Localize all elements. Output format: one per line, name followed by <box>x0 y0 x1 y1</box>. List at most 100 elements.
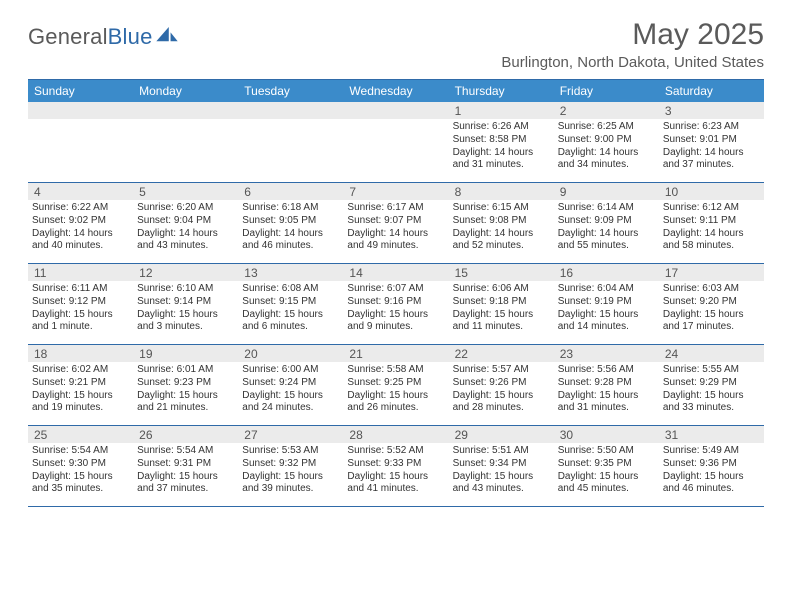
detail-line: Sunrise: 5:56 AM <box>558 364 655 377</box>
detail-line: Sunset: 9:08 PM <box>453 215 550 228</box>
day-number: 18 <box>28 345 133 362</box>
calendar-cell: 2Sunrise: 6:25 AMSunset: 9:00 PMDaylight… <box>554 102 659 182</box>
detail-line: Daylight: 15 hours <box>32 390 129 403</box>
day-details: Sunrise: 6:06 AMSunset: 9:18 PMDaylight:… <box>449 281 554 337</box>
day-of-week-header: Sunday Monday Tuesday Wednesday Thursday… <box>28 80 764 102</box>
day-details: Sunrise: 6:17 AMSunset: 9:07 PMDaylight:… <box>343 200 448 256</box>
day-details <box>343 119 448 124</box>
day-details: Sunrise: 6:01 AMSunset: 9:23 PMDaylight:… <box>133 362 238 418</box>
detail-line: and 40 minutes. <box>32 240 129 253</box>
detail-line: Sunrise: 6:18 AM <box>242 202 339 215</box>
detail-line: Daylight: 15 hours <box>453 390 550 403</box>
day-number <box>133 102 238 119</box>
detail-line: Daylight: 15 hours <box>32 471 129 484</box>
detail-line: Sunrise: 6:04 AM <box>558 283 655 296</box>
detail-line: Sunrise: 6:03 AM <box>663 283 760 296</box>
dow-sunday: Sunday <box>28 80 133 102</box>
detail-line: Daylight: 15 hours <box>137 471 234 484</box>
calendar-cell: 9Sunrise: 6:14 AMSunset: 9:09 PMDaylight… <box>554 183 659 263</box>
calendar-cell: 29Sunrise: 5:51 AMSunset: 9:34 PMDayligh… <box>449 426 554 506</box>
detail-line: Daylight: 14 hours <box>453 228 550 241</box>
day-details: Sunrise: 5:51 AMSunset: 9:34 PMDaylight:… <box>449 443 554 499</box>
detail-line: Sunset: 9:18 PM <box>453 296 550 309</box>
detail-line: Daylight: 15 hours <box>663 471 760 484</box>
dow-friday: Friday <box>554 80 659 102</box>
page-header: GeneralBlue May 2025 Burlington, North D… <box>28 18 764 71</box>
detail-line: Sunset: 9:24 PM <box>242 377 339 390</box>
calendar-cell: 21Sunrise: 5:58 AMSunset: 9:25 PMDayligh… <box>343 345 448 425</box>
detail-line: Sunrise: 6:11 AM <box>32 283 129 296</box>
detail-line: and 43 minutes. <box>453 483 550 496</box>
day-details: Sunrise: 6:07 AMSunset: 9:16 PMDaylight:… <box>343 281 448 337</box>
day-number: 13 <box>238 264 343 281</box>
detail-line: Daylight: 14 hours <box>558 147 655 160</box>
detail-line: Sunset: 9:21 PM <box>32 377 129 390</box>
calendar-cell: 3Sunrise: 6:23 AMSunset: 9:01 PMDaylight… <box>659 102 764 182</box>
detail-line: Daylight: 15 hours <box>663 309 760 322</box>
detail-line: Sunset: 9:04 PM <box>137 215 234 228</box>
detail-line: and 37 minutes. <box>663 159 760 172</box>
detail-line: and 26 minutes. <box>347 402 444 415</box>
day-details: Sunrise: 6:26 AMSunset: 8:58 PMDaylight:… <box>449 119 554 175</box>
detail-line: and 46 minutes. <box>663 483 760 496</box>
detail-line: Sunrise: 6:26 AM <box>453 121 550 134</box>
detail-line: Daylight: 15 hours <box>558 390 655 403</box>
detail-line: Daylight: 15 hours <box>242 390 339 403</box>
detail-line: and 49 minutes. <box>347 240 444 253</box>
detail-line: Daylight: 14 hours <box>663 147 760 160</box>
detail-line: and 17 minutes. <box>663 321 760 334</box>
detail-line: Daylight: 14 hours <box>137 228 234 241</box>
calendar-week: 1Sunrise: 6:26 AMSunset: 8:58 PMDaylight… <box>28 102 764 183</box>
day-details: Sunrise: 6:12 AMSunset: 9:11 PMDaylight:… <box>659 200 764 256</box>
detail-line: Sunset: 9:32 PM <box>242 458 339 471</box>
detail-line: Daylight: 14 hours <box>347 228 444 241</box>
day-number: 12 <box>133 264 238 281</box>
detail-line: and 31 minutes. <box>453 159 550 172</box>
dow-tuesday: Tuesday <box>238 80 343 102</box>
detail-line: Sunset: 9:01 PM <box>663 134 760 147</box>
detail-line: and 55 minutes. <box>558 240 655 253</box>
detail-line: Sunrise: 6:02 AM <box>32 364 129 377</box>
calendar-week: 4Sunrise: 6:22 AMSunset: 9:02 PMDaylight… <box>28 183 764 264</box>
day-details: Sunrise: 6:18 AMSunset: 9:05 PMDaylight:… <box>238 200 343 256</box>
day-number: 15 <box>449 264 554 281</box>
detail-line: Sunrise: 5:57 AM <box>453 364 550 377</box>
calendar-cell: 16Sunrise: 6:04 AMSunset: 9:19 PMDayligh… <box>554 264 659 344</box>
calendar-cell <box>28 102 133 182</box>
detail-line: and 21 minutes. <box>137 402 234 415</box>
detail-line: Sunset: 9:11 PM <box>663 215 760 228</box>
calendar-cell: 1Sunrise: 6:26 AMSunset: 8:58 PMDaylight… <box>449 102 554 182</box>
page-title: May 2025 <box>501 18 764 52</box>
detail-line: Sunrise: 5:54 AM <box>32 445 129 458</box>
day-number: 3 <box>659 102 764 119</box>
day-details: Sunrise: 6:03 AMSunset: 9:20 PMDaylight:… <box>659 281 764 337</box>
detail-line: Sunset: 9:23 PM <box>137 377 234 390</box>
calendar-cell: 22Sunrise: 5:57 AMSunset: 9:26 PMDayligh… <box>449 345 554 425</box>
detail-line: Sunset: 9:15 PM <box>242 296 339 309</box>
detail-line: Daylight: 15 hours <box>242 309 339 322</box>
detail-line: Sunset: 9:34 PM <box>453 458 550 471</box>
detail-line: Sunset: 9:14 PM <box>137 296 234 309</box>
detail-line: Daylight: 14 hours <box>453 147 550 160</box>
detail-line: Sunset: 9:29 PM <box>663 377 760 390</box>
detail-line: Sunrise: 6:06 AM <box>453 283 550 296</box>
detail-line: Sunset: 9:09 PM <box>558 215 655 228</box>
calendar-cell <box>343 102 448 182</box>
detail-line: and 58 minutes. <box>663 240 760 253</box>
day-details: Sunrise: 5:54 AMSunset: 9:30 PMDaylight:… <box>28 443 133 499</box>
day-number: 20 <box>238 345 343 362</box>
detail-line: Sunset: 9:36 PM <box>663 458 760 471</box>
day-details: Sunrise: 6:25 AMSunset: 9:00 PMDaylight:… <box>554 119 659 175</box>
day-details: Sunrise: 5:57 AMSunset: 9:26 PMDaylight:… <box>449 362 554 418</box>
detail-line: Sunset: 9:31 PM <box>137 458 234 471</box>
calendar-cell <box>133 102 238 182</box>
detail-line: Daylight: 15 hours <box>347 390 444 403</box>
detail-line: Sunset: 9:12 PM <box>32 296 129 309</box>
dow-wednesday: Wednesday <box>343 80 448 102</box>
detail-line: and 11 minutes. <box>453 321 550 334</box>
day-details <box>133 119 238 124</box>
detail-line: Sunrise: 6:07 AM <box>347 283 444 296</box>
detail-line: and 19 minutes. <box>32 402 129 415</box>
day-details: Sunrise: 6:02 AMSunset: 9:21 PMDaylight:… <box>28 362 133 418</box>
detail-line: and 31 minutes. <box>558 402 655 415</box>
